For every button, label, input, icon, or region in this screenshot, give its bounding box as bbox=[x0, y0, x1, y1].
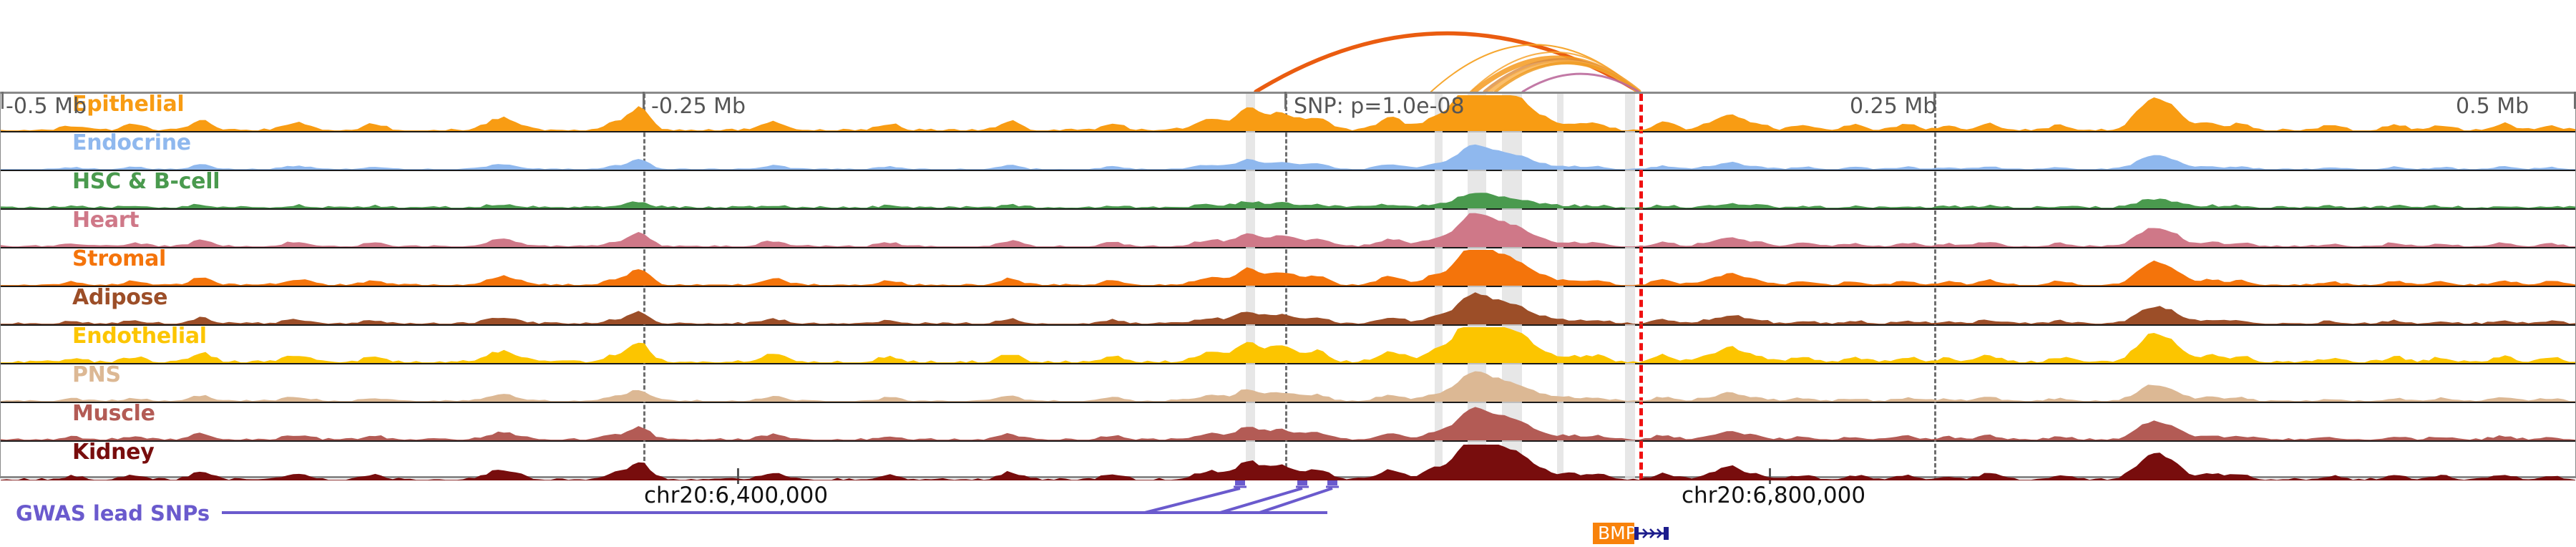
gwas-track-label: GWAS lead SNPs bbox=[16, 501, 210, 526]
track-label: Endocrine bbox=[72, 132, 191, 155]
gwas-leader-line-0 bbox=[1144, 487, 1241, 514]
arc-svg bbox=[1254, 31, 1641, 92]
gene-strand-arrow-0 bbox=[1642, 528, 1649, 538]
track-label: PNS bbox=[72, 364, 121, 387]
track-label: Muscle bbox=[72, 403, 155, 426]
bottom-annotation-panel: GWAS lead SNPs chr20:6,400,000 chr20:6,80… bbox=[0, 468, 2576, 544]
track-signal-profile bbox=[1, 292, 2575, 324]
gene-exon-0 bbox=[1634, 527, 1639, 540]
gwas-leader-line-1 bbox=[1219, 487, 1303, 514]
track-signal-profile bbox=[1, 371, 2575, 402]
track-label: Stromal bbox=[72, 248, 167, 271]
track-label: Adipose bbox=[72, 287, 168, 310]
gwas-lead-snp-track bbox=[222, 478, 1339, 514]
track-label: Epithelial bbox=[72, 94, 185, 117]
track-signal-profile bbox=[1, 327, 2575, 363]
track-signal-profile bbox=[1, 407, 2575, 440]
track-label: Heart bbox=[72, 210, 140, 233]
track-endothelial[interactable]: Endothelial bbox=[1, 326, 2575, 364]
gene-strand-arrow-1 bbox=[1649, 528, 1656, 538]
track-label: Kidney bbox=[72, 442, 155, 465]
gwas-lead-snp-marker-1[interactable] bbox=[1297, 478, 1307, 485]
track-signal-profile bbox=[1, 213, 2575, 247]
gene-name-badge[interactable]: BMP2 bbox=[1593, 523, 1648, 544]
track-label: HSC & B-cell bbox=[72, 171, 220, 194]
track-signal-profile bbox=[1, 95, 2575, 131]
gwas-lead-snp-marker-2[interactable] bbox=[1327, 478, 1337, 485]
track-adipose[interactable]: Adipose bbox=[1, 287, 2575, 326]
interaction-arc-6 bbox=[1494, 61, 1640, 92]
track-pns[interactable]: PNS bbox=[1, 364, 2575, 403]
track-stromal[interactable]: Stromal bbox=[1, 248, 2575, 287]
coordinate-tick-0 bbox=[737, 468, 739, 484]
track-epithelial[interactable]: Epithelial bbox=[1, 94, 2575, 132]
track-signal-profile bbox=[1, 193, 2575, 208]
chromatin-interaction-arc-panel bbox=[0, 0, 2576, 92]
track-kidney[interactable]: Kidney bbox=[1, 442, 2575, 480]
track-heart[interactable]: Heart bbox=[1, 210, 2575, 248]
tracks-host: Epithelial Endocrine HSC & B-cell Heart Stro… bbox=[1, 94, 2575, 480]
signal-track-panel: Epithelial Endocrine HSC & B-cell Heart Stro… bbox=[0, 92, 2576, 480]
gene-strand-arrow-2 bbox=[1657, 528, 1663, 538]
gene-annotation-row: BMP2 bbox=[0, 523, 2576, 547]
track-hsc-b-cell[interactable]: HSC & B-cell bbox=[1, 171, 2575, 210]
interaction-arc-7 bbox=[1521, 72, 1640, 92]
coordinate-tick-1 bbox=[1769, 468, 1771, 484]
gwas-lead-snp-marker-0[interactable] bbox=[1235, 478, 1245, 485]
gene-model-icon[interactable] bbox=[1634, 523, 1669, 544]
track-signal-profile bbox=[1, 250, 2575, 286]
gwas-leader-line-2 bbox=[1259, 487, 1333, 514]
track-label: Endothelial bbox=[72, 326, 207, 349]
track-signal-profile bbox=[1, 445, 2575, 480]
track-endocrine[interactable]: Endocrine bbox=[1, 132, 2575, 171]
track-muscle[interactable]: Muscle bbox=[1, 403, 2575, 442]
coordinate-label-0: chr20:6,400,000 bbox=[644, 483, 829, 508]
coordinate-label-1: chr20:6,800,000 bbox=[1682, 483, 1866, 508]
gene-exon-1 bbox=[1664, 527, 1669, 540]
track-signal-profile bbox=[1, 144, 2575, 170]
